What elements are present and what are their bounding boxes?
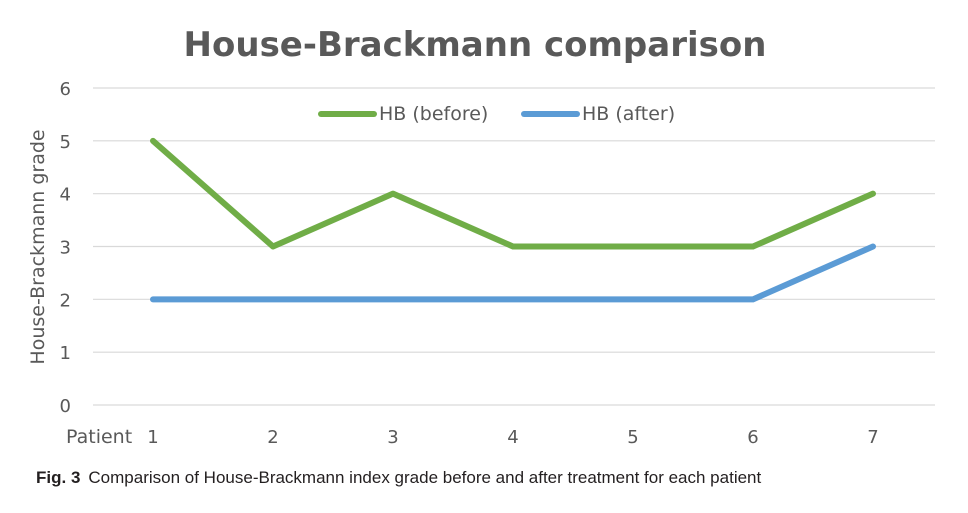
y-tick-label: 0 [60,396,71,417]
y-tick-labels: 0 1 2 3 4 5 6 [60,79,71,417]
series-lines [150,137,876,303]
legend-label: HB (before) [379,103,488,125]
y-axis-label: House-Brackmann grade [27,129,49,364]
y-tick-label: 3 [60,238,71,259]
legend: HB (before) HB (after) [318,103,675,125]
y-tick-label: 2 [60,290,71,311]
x-tick-label: 1 [147,427,158,448]
x-tick-label: 3 [387,427,398,448]
x-tick-label: 6 [747,427,758,448]
x-tick-labels: 1 2 3 4 5 6 7 [147,427,878,448]
legend-label: HB (after) [582,103,675,125]
figure-label: Fig. 3 [36,468,81,487]
series-line-after [150,243,876,303]
x-tick-label: 5 [627,427,638,448]
line-chart: House-Brackmann comparison 0 1 2 3 4 5 6 1 2 3 4 5… [27,25,935,448]
y-tick-label: 1 [60,343,71,364]
x-tick-label: 4 [507,427,518,448]
legend-item: HB (after) [521,103,675,125]
figure-caption-text: Comparison of House-Brackmann index grad… [88,468,762,487]
figure-caption: Fig. 3 Comparison of House-Brackmann inde… [36,468,761,488]
legend-item: HB (before) [318,103,488,125]
x-axis-label: Patient [66,426,132,448]
y-tick-label: 6 [60,79,71,100]
y-tick-label: 4 [60,185,71,206]
x-tick-label: 7 [867,427,878,448]
chart-title: House-Brackmann comparison [184,25,767,65]
x-tick-label: 2 [267,427,278,448]
y-tick-label: 5 [60,132,71,153]
